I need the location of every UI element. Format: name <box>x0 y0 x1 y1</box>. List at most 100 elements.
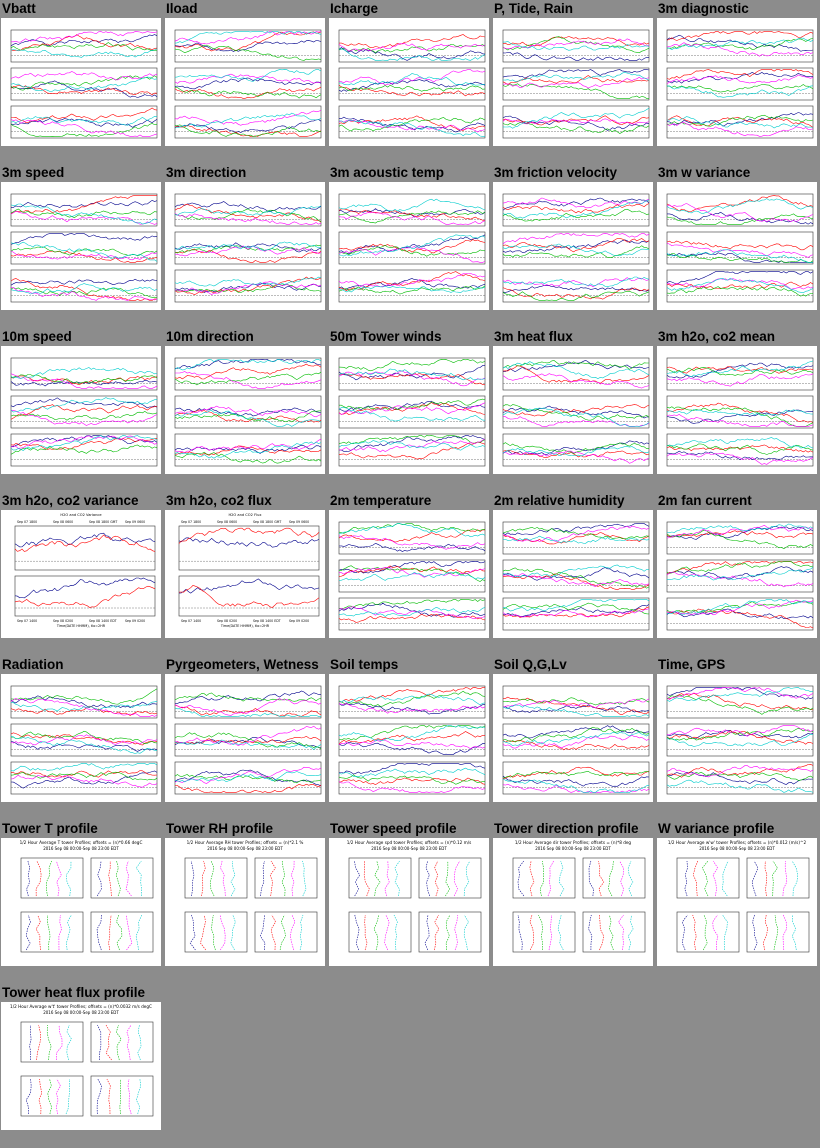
plot-thumbnail-link[interactable] <box>329 674 489 802</box>
plot-thumbnail-link[interactable] <box>657 346 817 474</box>
plot-thumbnail-link[interactable] <box>165 182 325 310</box>
series-line <box>339 34 486 49</box>
series-line <box>338 523 486 538</box>
profile-line <box>762 914 769 951</box>
plot-panel-top <box>666 193 814 227</box>
plot-thumbnail-link[interactable]: H2O and CO2 Variance Sep 07 1800 Sep 08 06… <box>1 510 161 638</box>
profile-line <box>681 914 688 951</box>
plot-thumbnail-link[interactable] <box>493 346 653 474</box>
series-line <box>174 438 322 453</box>
series-line <box>338 702 486 715</box>
plot-title: Soil temps <box>330 657 399 672</box>
series-line <box>338 370 486 387</box>
plot-image <box>10 685 158 795</box>
plot-thumbnail-link[interactable] <box>1 18 161 146</box>
profile-line <box>627 914 634 951</box>
plot-thumbnail-link[interactable] <box>329 510 489 638</box>
profile-line <box>106 1078 111 1115</box>
plot-thumbnail-link[interactable] <box>493 18 653 146</box>
series-line <box>502 731 650 747</box>
series-line <box>174 783 322 793</box>
profile-line <box>190 860 195 897</box>
plot-thumbnail-link[interactable] <box>329 182 489 310</box>
series-line <box>666 525 814 540</box>
series-line <box>502 290 650 301</box>
profile-line <box>618 914 624 951</box>
plot-title: 2m fan current <box>658 493 752 508</box>
series-line <box>666 362 814 379</box>
plot-panel-top <box>174 685 322 719</box>
plot-thumbnail-link[interactable]: 1/2 Hour Average spd tower Profiles; off… <box>329 838 489 966</box>
x-tick-label: Sep 07 1800 <box>17 520 37 524</box>
series-line <box>666 725 814 737</box>
series-line <box>174 359 322 369</box>
plot-thumbnail-link[interactable] <box>1 346 161 474</box>
series-line <box>666 31 814 41</box>
profile-line <box>434 860 439 897</box>
plot-title: Tower direction profile <box>494 821 639 836</box>
plot-thumbnail-link[interactable] <box>657 510 817 638</box>
plot-thumbnail-link[interactable] <box>1 674 161 802</box>
series-line <box>502 405 650 419</box>
plot-thumbnail-link[interactable] <box>329 18 489 146</box>
plot-thumbnail-link[interactable]: 1/2 Hour Average w't' tower Profiles; of… <box>1 1002 161 1130</box>
plot-thumbnail-link[interactable]: 1/2 Hour Average RH tower Profiles; offs… <box>165 838 325 966</box>
series-line <box>666 84 814 93</box>
plot-caption: H2O and CO2 Variance <box>60 513 102 517</box>
series-line <box>10 409 158 426</box>
series-line <box>10 770 158 789</box>
series-line <box>10 734 158 746</box>
series-line <box>10 695 158 708</box>
plot-panel-bottom <box>502 433 650 467</box>
series-line <box>174 410 322 427</box>
plot-panel-bottom <box>502 597 650 631</box>
plot-thumbnail-link[interactable] <box>165 674 325 802</box>
profile-line <box>201 860 206 897</box>
plot-thumbnail-link[interactable] <box>493 182 653 310</box>
plot-thumbnail-link[interactable] <box>657 182 817 310</box>
profile-line <box>354 860 361 897</box>
profile-line <box>281 860 286 897</box>
plot-thumbnail-link[interactable] <box>329 346 489 474</box>
series-line <box>10 250 158 263</box>
plot-thumbnail-link[interactable] <box>493 510 653 638</box>
plot-thumbnail-link[interactable] <box>657 674 817 802</box>
plot-panel-top <box>666 357 814 391</box>
series-line <box>666 37 814 50</box>
plot-thumbnail-link[interactable]: H2O and CO2 Flux Sep 07 1800 Sep 08 0600 Se… <box>165 510 325 638</box>
plot-image: 1/2 Hour Average w't' tower Profiles; of… <box>10 1004 154 1117</box>
series-line <box>666 253 814 263</box>
profile-line <box>209 860 215 897</box>
profile-line <box>463 914 469 951</box>
plot-thumbnail-link[interactable] <box>657 18 817 146</box>
profile-line <box>220 860 226 897</box>
series-line <box>502 567 650 589</box>
series-line <box>174 698 322 716</box>
x-tick-label: Sep 09 0200 <box>289 619 309 623</box>
plot-thumbnail-link[interactable]: 1/2 Hour Average T tower Profiles; offse… <box>1 838 161 966</box>
plot-thumbnail-link[interactable] <box>165 346 325 474</box>
profile-line <box>65 1078 70 1115</box>
plot-thumbnail-link[interactable] <box>1 182 161 310</box>
profile-line <box>115 1024 122 1061</box>
profile-line <box>384 860 390 897</box>
x-tick-label: Sep 08 0600 <box>53 520 73 524</box>
series-line <box>174 110 322 126</box>
plot-thumbnail-link[interactable] <box>493 674 653 802</box>
plot-panel-middle <box>10 395 158 429</box>
series-line <box>10 48 158 58</box>
plot-thumbnail-link[interactable] <box>165 18 325 146</box>
series-line <box>666 437 814 449</box>
plot-thumbnail-link[interactable]: 1/2 Hour Average w'w' tower Profiles; of… <box>657 838 817 966</box>
plot-thumbnail-link[interactable]: 1/2 Hour Average dir tower Profiles; off… <box>493 838 653 966</box>
plot-title: Icharge <box>330 1 379 16</box>
series-line <box>174 704 322 717</box>
profile-panel <box>184 857 248 899</box>
series-line <box>174 69 322 82</box>
plot-panel-middle <box>338 395 486 429</box>
profile-line <box>374 860 381 897</box>
plot-panel-bottom <box>10 433 158 467</box>
series-line <box>502 766 650 779</box>
profile-panel <box>20 911 84 953</box>
series-line <box>338 606 486 620</box>
